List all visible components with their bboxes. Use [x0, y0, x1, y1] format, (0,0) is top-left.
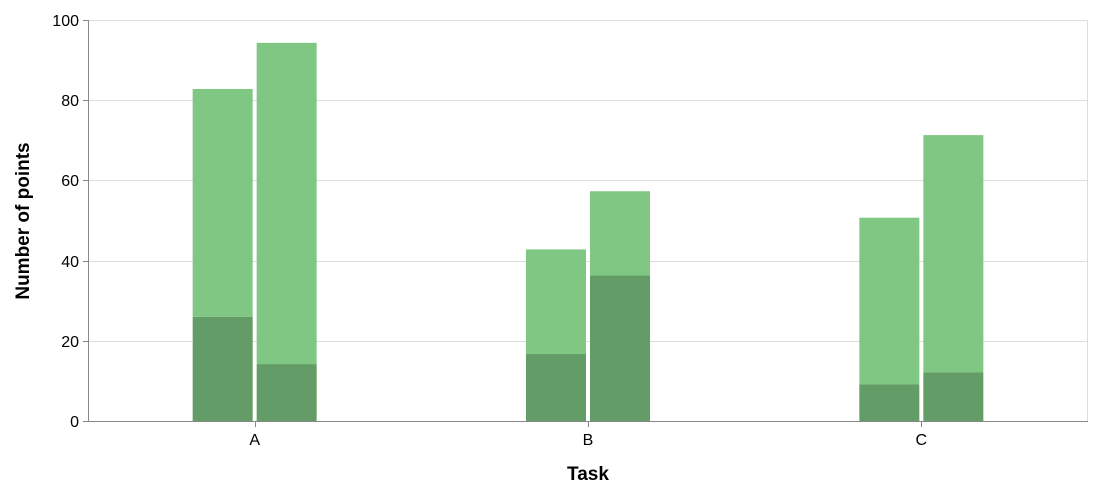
x-tick-label: B	[583, 432, 594, 449]
y-tick-label: 100	[52, 13, 79, 30]
bar-segment	[859, 217, 920, 385]
y-tick-label: 0	[70, 414, 79, 431]
bar-segment	[192, 316, 253, 421]
bar-segment	[256, 364, 317, 421]
y-axis-title: Number of points	[13, 142, 34, 299]
y-tick-label: 40	[61, 254, 79, 271]
bar-segment	[590, 275, 650, 421]
bar-segment	[923, 372, 984, 421]
bar-segment	[526, 354, 586, 421]
bar-segment	[256, 42, 317, 365]
bar-segment	[859, 384, 920, 421]
x-ticks: A B C	[249, 421, 927, 449]
y-tick-label: 80	[61, 93, 79, 110]
bar-segment	[526, 249, 586, 355]
bars	[192, 42, 984, 421]
y-ticks: 0 20 40 60 80 100	[52, 13, 88, 431]
bar-segment	[590, 191, 650, 276]
y-tick-label: 60	[61, 173, 79, 190]
x-tick-label: C	[916, 432, 928, 449]
y-tick-label: 20	[61, 334, 79, 351]
x-tick-label: A	[249, 432, 260, 449]
bar-segment	[192, 88, 253, 317]
bar-segment	[923, 135, 984, 373]
x-axis-title: Task	[567, 464, 609, 485]
